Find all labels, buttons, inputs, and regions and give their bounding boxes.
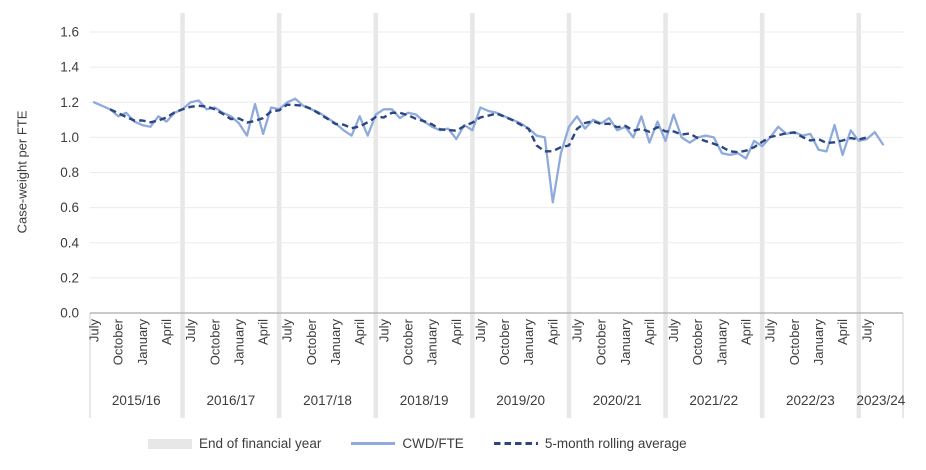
- svg-text:October: October: [594, 318, 609, 365]
- legend-item-end-of-financial-year: End of financial year: [148, 436, 321, 451]
- svg-text:April: April: [545, 319, 560, 345]
- eofy-band-swatch-icon: [148, 438, 192, 449]
- y-axis-tick-labels: 0.0 0.2 0.4 0.6 0.8 1.0 1.2 1.4 1.6: [60, 25, 79, 321]
- svg-text:January: January: [425, 319, 440, 366]
- svg-text:April: April: [352, 319, 367, 345]
- svg-text:2015/16: 2015/16: [112, 393, 161, 408]
- svg-text:April: April: [739, 319, 754, 345]
- svg-text:October: October: [401, 318, 416, 365]
- svg-text:October: October: [111, 318, 126, 365]
- svg-text:July: July: [666, 319, 681, 343]
- svg-text:October: October: [497, 318, 512, 365]
- svg-text:October: October: [207, 318, 222, 365]
- svg-text:January: January: [714, 319, 729, 366]
- eofy-bands: [89, 13, 904, 418]
- svg-text:2016/17: 2016/17: [206, 393, 255, 408]
- svg-text:2020/21: 2020/21: [593, 393, 642, 408]
- rolling-average-line-swatch-icon: [493, 442, 538, 445]
- legend-label-eofy: End of financial year: [199, 436, 322, 451]
- svg-text:0.2: 0.2: [60, 270, 79, 285]
- svg-text:0.8: 0.8: [60, 165, 79, 180]
- svg-text:October: October: [690, 318, 705, 365]
- svg-text:July: July: [87, 319, 102, 343]
- svg-text:1.0: 1.0: [60, 130, 79, 145]
- svg-text:1.6: 1.6: [60, 25, 79, 40]
- svg-text:April: April: [159, 319, 174, 345]
- svg-text:0.0: 0.0: [60, 306, 79, 321]
- svg-text:0.6: 0.6: [60, 200, 79, 215]
- svg-text:April: April: [642, 319, 657, 345]
- svg-text:April: April: [449, 319, 464, 345]
- svg-text:0.4: 0.4: [60, 235, 79, 250]
- svg-text:2021/22: 2021/22: [689, 393, 738, 408]
- legend-item-rolling-average: 5-month rolling average: [493, 436, 687, 451]
- svg-text:2023/24: 2023/24: [856, 393, 905, 408]
- svg-text:July: July: [183, 319, 198, 343]
- svg-text:January: January: [521, 319, 536, 366]
- svg-text:April: April: [835, 319, 850, 345]
- svg-text:October: October: [787, 318, 802, 365]
- x-year-labels: 2015/16 2016/17 2017/18 2018/19 2019/20 2020/…: [112, 393, 906, 408]
- y-gridlines: [90, 31, 903, 279]
- chart-legend: End of financial year CWD/FTE 5-month ro…: [148, 436, 687, 451]
- cwd-fte-line: [92, 97, 885, 204]
- svg-text:2018/19: 2018/19: [400, 393, 449, 408]
- svg-text:July: July: [570, 319, 585, 343]
- legend-item-cwd-fte: CWD/FTE: [351, 436, 464, 451]
- svg-text:January: January: [811, 319, 826, 366]
- svg-text:July: July: [280, 319, 295, 343]
- svg-text:2019/20: 2019/20: [496, 393, 545, 408]
- svg-text:July: July: [763, 319, 778, 343]
- svg-text:2017/18: 2017/18: [303, 393, 352, 408]
- svg-text:October: October: [304, 318, 319, 365]
- svg-text:January: January: [618, 319, 633, 366]
- svg-text:July: July: [376, 319, 391, 343]
- legend-label-cwd-fte: CWD/FTE: [402, 436, 464, 451]
- rolling-average-line: [109, 103, 868, 154]
- svg-text:July: July: [473, 319, 488, 343]
- x-month-labels: July October January April July October Januar…: [87, 318, 875, 365]
- svg-text:2022/23: 2022/23: [786, 393, 835, 408]
- svg-text:1.2: 1.2: [60, 95, 79, 110]
- svg-text:January: January: [135, 319, 150, 366]
- svg-text:1.4: 1.4: [60, 60, 79, 75]
- svg-text:January: January: [328, 319, 343, 366]
- legend-label-rolling-average: 5-month rolling average: [544, 436, 687, 451]
- svg-text:April: April: [256, 319, 271, 345]
- y-axis-title: Case-weight per FTE: [14, 110, 30, 234]
- cwd-fte-line-swatch-icon: [351, 442, 396, 445]
- svg-text:January: January: [231, 319, 246, 366]
- svg-text:July: July: [859, 319, 874, 343]
